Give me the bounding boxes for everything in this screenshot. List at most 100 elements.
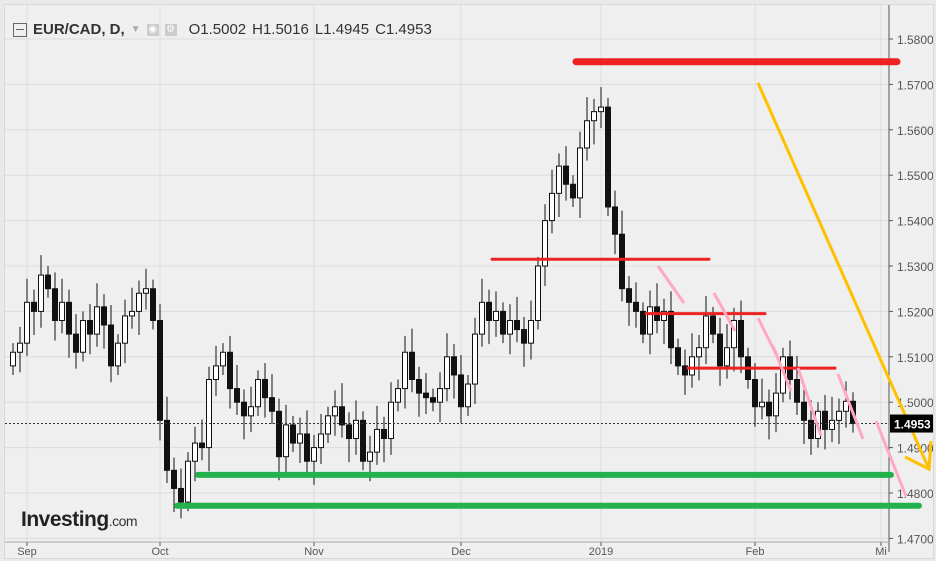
y-tick-label: 1.5600 <box>897 124 933 138</box>
candle-body <box>297 433 303 444</box>
candle-body <box>248 406 254 417</box>
y-tick-label: 1.4700 <box>897 532 933 546</box>
candle-body <box>304 433 310 462</box>
candle-body <box>73 333 79 353</box>
candle-body <box>381 428 387 440</box>
candle-body <box>276 410 282 458</box>
candle-body <box>80 319 86 353</box>
candle-body <box>388 401 394 440</box>
candle-body <box>122 315 128 344</box>
candle-body <box>451 356 457 376</box>
candle-body <box>738 319 744 358</box>
candle-body <box>66 301 72 335</box>
candle-body <box>353 419 359 440</box>
candlestick-chart[interactable]: 1.5800 1.5700 1.5600 1.5500 1.5400 1.5300 1.52… <box>5 5 933 558</box>
last-price-label: 1.4953 <box>894 418 931 432</box>
candle-body <box>395 388 401 403</box>
candle-body <box>584 120 590 149</box>
candle-body <box>346 424 352 440</box>
candle-body <box>416 379 422 394</box>
candle-body <box>213 365 219 381</box>
candle-body <box>101 306 107 326</box>
eye-icon[interactable]: ◉ <box>146 23 159 36</box>
chart-header: EUR/CAD, D, ▼ ◉ ⚙ O1.5002 H1.5016 L1.494… <box>13 21 432 38</box>
trend-arrow <box>756 82 931 470</box>
arrow-head-icon <box>904 440 933 472</box>
candle-body <box>409 351 415 381</box>
candle-body <box>262 379 268 399</box>
candle-body <box>752 379 758 408</box>
candle-body <box>255 379 261 408</box>
candle-body <box>822 410 828 430</box>
candle-body <box>703 315 709 349</box>
y-tick-label: 1.5800 <box>897 33 933 47</box>
candle-body <box>612 206 618 235</box>
candle-body <box>171 469 177 489</box>
candle-body <box>724 347 730 367</box>
candle-body <box>759 401 765 408</box>
candle-body <box>199 442 205 449</box>
candle-body <box>241 401 247 417</box>
y-tick-label: 1.4800 <box>897 487 933 501</box>
candle-body <box>136 292 142 312</box>
candle-body <box>619 233 625 290</box>
y-tick-label: 1.5000 <box>897 396 933 410</box>
candle-body <box>192 442 198 462</box>
x-tick-label: Dec <box>451 546 471 558</box>
candle-body <box>493 310 499 321</box>
candle-body <box>402 351 408 390</box>
candle-body <box>794 379 800 403</box>
candle-body <box>178 487 184 503</box>
high-value: H1.5016 <box>252 21 309 38</box>
y-tick-label: 1.4900 <box>897 442 933 456</box>
candle-body <box>801 401 807 421</box>
collapse-icon[interactable] <box>13 22 27 37</box>
candle-body <box>605 106 611 208</box>
candle-body <box>164 419 170 471</box>
candle-body <box>626 288 632 303</box>
candle-body <box>38 274 44 312</box>
candle-body <box>486 301 492 321</box>
y-tick-label: 1.5200 <box>897 305 933 319</box>
candle-body <box>234 388 240 403</box>
candle-body <box>472 333 478 385</box>
pink-trend-segment <box>712 292 737 332</box>
candle-body <box>150 288 156 321</box>
close-value: C1.4953 <box>375 21 432 38</box>
pink-trend-segment <box>771 345 793 392</box>
x-tick-label: Nov <box>304 546 324 558</box>
candle-body <box>591 111 597 122</box>
candle-body <box>10 351 16 367</box>
chart-frame: 1.5800 1.5700 1.5600 1.5500 1.5400 1.5300 1.52… <box>4 4 934 559</box>
candle-body <box>87 319 93 335</box>
candle-body <box>696 347 702 358</box>
gear-icon[interactable]: ⚙ <box>164 23 177 36</box>
symbol-label[interactable]: EUR/CAD, D, <box>33 21 125 38</box>
candle-body <box>108 324 114 367</box>
candle-body <box>339 406 345 426</box>
candle-body <box>661 310 667 321</box>
candle-body <box>129 310 135 317</box>
pink-trend-segment <box>836 373 865 440</box>
candle-body <box>374 428 380 453</box>
candle-body <box>227 351 233 390</box>
candle-body <box>542 220 548 267</box>
candle-body <box>563 165 569 185</box>
candle-body <box>535 265 541 321</box>
candle-body <box>157 319 163 421</box>
candle-body <box>773 392 779 417</box>
x-tick-label: Sep <box>17 546 37 558</box>
chevron-down-icon[interactable]: ▼ <box>130 24 141 35</box>
candle-body <box>598 106 604 113</box>
candle-body <box>549 192 555 222</box>
candle-body <box>479 301 485 335</box>
candle-body <box>318 433 324 449</box>
y-tick-label: 1.5400 <box>897 215 933 229</box>
candle-body <box>836 410 842 421</box>
pink-trend-segment <box>656 265 686 304</box>
candle-body <box>430 397 436 403</box>
candle-body <box>17 342 23 353</box>
candle-body <box>647 306 653 335</box>
candle-body <box>668 310 674 349</box>
candle-body <box>766 401 772 417</box>
